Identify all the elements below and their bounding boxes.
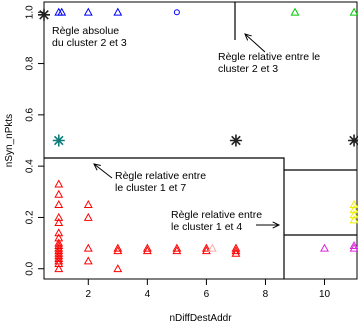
y-tick-label: 0.6	[25, 107, 36, 121]
y-tick-label: 0.8	[25, 56, 36, 70]
data-point-triangle	[209, 245, 216, 251]
x-tick-label: 10	[319, 289, 331, 300]
data-point-triangle	[114, 265, 121, 271]
annotation-absolute-rule: du cluster 2 et 3	[52, 37, 127, 49]
data-point-triangle	[55, 181, 62, 187]
annotation-relative-rule-1-7: Règle relative entre	[115, 170, 206, 182]
data-point-triangle	[55, 201, 62, 207]
annotation-relative-rule-2-3: cluster 2 et 3	[218, 63, 278, 75]
arrow-cluster-2-3	[245, 34, 265, 52]
data-point-triangle	[85, 201, 92, 207]
annotation-relative-rule-1-4: Règle relative entre	[171, 209, 262, 221]
annotation-relative-rule-1-4: le cluster 1 et 4	[171, 221, 242, 233]
y-axis-label: nSyn_nPkts	[4, 114, 15, 167]
annotation-relative-rule-2-3: Règle relative entre le	[218, 51, 320, 63]
data-point-triangle	[321, 245, 328, 251]
annotation-relative-rule-1-7: le cluster 1 et 7	[115, 182, 186, 194]
x-tick-label: 8	[263, 289, 269, 300]
y-tick-label: 0.0	[25, 261, 36, 275]
x-tick-label: 6	[204, 289, 210, 300]
data-point-triangle	[85, 9, 92, 15]
y-tick-label: 0.4	[25, 159, 36, 173]
x-tick-label: 4	[145, 289, 151, 300]
data-point-star	[38, 9, 50, 21]
data-point-triangle	[55, 191, 62, 197]
data-point-triangle	[114, 9, 121, 15]
x-tick-label: 2	[86, 289, 92, 300]
annotation-absolute-rule: Règle absolue	[52, 25, 119, 37]
data-point-circle	[174, 10, 179, 15]
y-tick-label: 1.0	[25, 5, 36, 19]
x-axis-label: nDiffDestAddr	[169, 313, 232, 324]
data-point-triangle	[291, 9, 298, 15]
data-point-star	[53, 135, 65, 147]
data-point-triangle	[85, 245, 92, 251]
data-point-star	[230, 135, 242, 147]
arrow-cluster-1-7	[94, 164, 112, 178]
data-point-triangle	[85, 214, 92, 220]
data-point-triangle	[85, 257, 92, 263]
y-tick-label: 0.2	[25, 210, 36, 224]
